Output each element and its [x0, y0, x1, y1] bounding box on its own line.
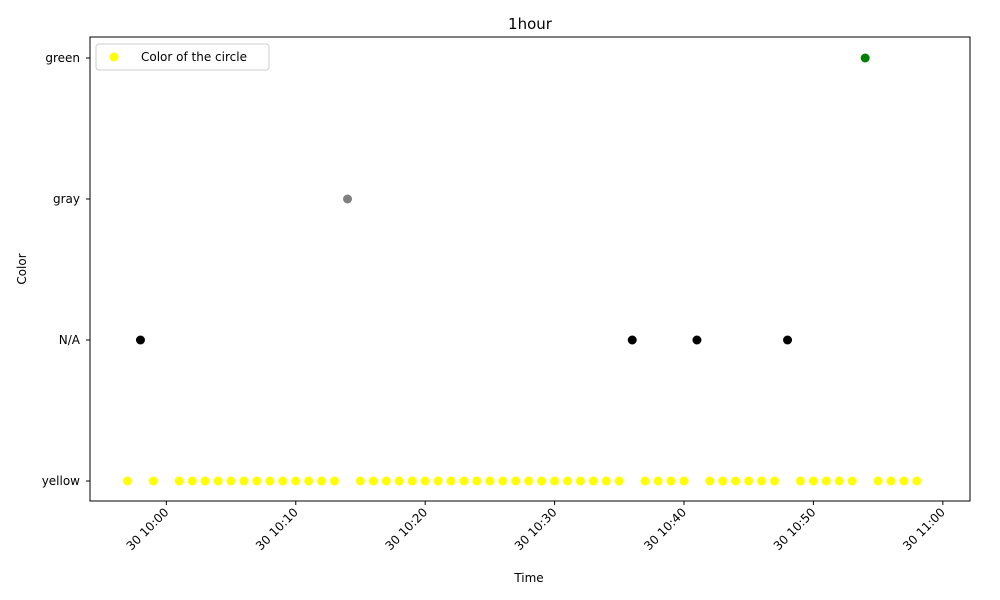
data-point	[123, 476, 133, 486]
data-point	[588, 476, 598, 486]
data-point	[653, 476, 663, 486]
data-point	[511, 476, 521, 486]
data-point	[860, 53, 870, 63]
data-point	[485, 476, 495, 486]
data-point	[627, 335, 637, 345]
data-point	[808, 476, 818, 486]
y-tick-label: N/A	[59, 333, 81, 347]
data-point	[899, 476, 909, 486]
data-point	[757, 476, 767, 486]
plot-frame	[89, 36, 971, 502]
data-point	[433, 476, 443, 486]
data-point	[200, 476, 210, 486]
chart-title: 1hour	[508, 15, 553, 33]
data-point	[640, 476, 650, 486]
data-point	[239, 476, 249, 486]
data-point	[847, 476, 857, 486]
data-point	[679, 476, 689, 486]
data-point	[304, 476, 314, 486]
data-point	[524, 476, 534, 486]
data-point	[718, 476, 728, 486]
data-point	[148, 476, 158, 486]
data-point	[770, 476, 780, 486]
data-point	[498, 476, 508, 486]
data-point	[537, 476, 547, 486]
data-point	[873, 476, 883, 486]
data-point	[174, 476, 184, 486]
data-point	[394, 476, 404, 486]
data-point	[278, 476, 288, 486]
data-point	[317, 476, 327, 486]
data-point	[614, 476, 624, 486]
data-point	[692, 335, 702, 345]
data-point	[705, 476, 715, 486]
data-point	[265, 476, 275, 486]
legend-label: Color of the circle	[141, 50, 247, 64]
data-point	[135, 335, 145, 345]
data-point	[744, 476, 754, 486]
legend: Color of the circle	[95, 43, 270, 71]
y-axis-label: Color	[15, 253, 29, 284]
data-point	[343, 194, 353, 204]
data-point	[446, 476, 456, 486]
data-point	[575, 476, 585, 486]
data-point	[252, 476, 262, 486]
data-point	[407, 476, 417, 486]
data-point	[226, 476, 236, 486]
data-point	[601, 476, 611, 486]
data-point	[821, 476, 831, 486]
data-point	[783, 335, 793, 345]
data-point	[459, 476, 469, 486]
data-point	[381, 476, 391, 486]
data-point	[472, 476, 482, 486]
data-point	[795, 476, 805, 486]
y-tick-label: green	[45, 51, 80, 65]
data-point	[731, 476, 741, 486]
data-point	[550, 476, 560, 486]
data-point	[912, 476, 922, 486]
data-point	[355, 476, 365, 486]
data-point	[213, 476, 223, 486]
data-point	[330, 476, 340, 486]
y-tick-label: yellow	[42, 474, 80, 488]
y-tick-label: gray	[53, 192, 80, 206]
data-point	[563, 476, 573, 486]
data-point	[187, 476, 197, 486]
legend-box	[95, 43, 270, 71]
data-point	[666, 476, 676, 486]
legend-marker	[109, 52, 119, 62]
data-point	[834, 476, 844, 486]
data-point	[291, 476, 301, 486]
data-point	[368, 476, 378, 486]
data-point	[420, 476, 430, 486]
data-point	[886, 476, 896, 486]
x-axis-label: Time	[513, 571, 543, 585]
